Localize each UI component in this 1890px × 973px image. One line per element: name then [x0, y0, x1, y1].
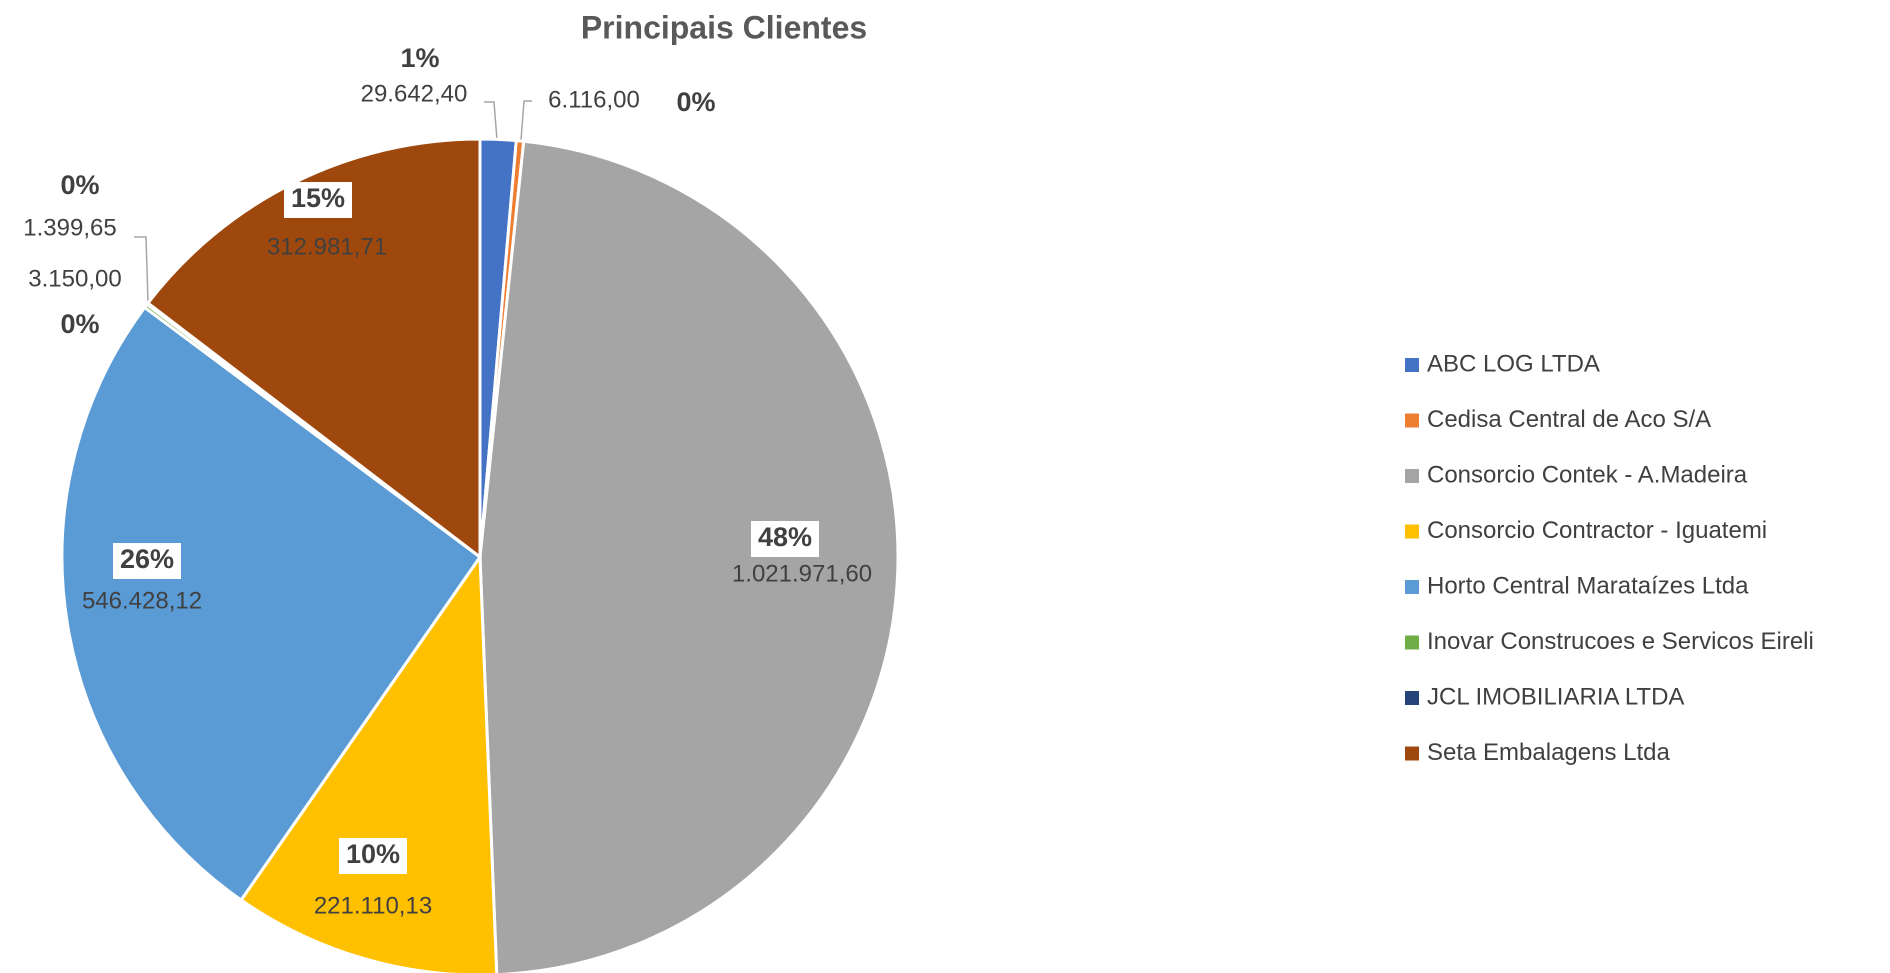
- legend-label: Consorcio Contek - A.Madeira: [1427, 461, 1748, 488]
- value-label: 1.021.971,60: [732, 560, 872, 587]
- legend-swatch: [1405, 413, 1419, 428]
- label-box: [284, 182, 352, 218]
- legend-swatch: [1405, 580, 1419, 594]
- legend-swatch: [1405, 358, 1419, 372]
- label-box: [113, 543, 181, 579]
- legend-swatch: [1405, 524, 1419, 539]
- pie-slice: [60, 305, 483, 903]
- percent-label: 0%: [60, 309, 99, 339]
- percent-label: 26%: [120, 544, 174, 574]
- legend-label: ABC LOG LTDA: [1427, 350, 1600, 377]
- chart-title: Principais Clientes: [581, 9, 867, 45]
- percent-label: 10%: [346, 839, 400, 869]
- label-box: [751, 521, 819, 557]
- legend-label: JCL IMOBILIARIA LTDA: [1427, 683, 1684, 710]
- legend-swatch: [1405, 635, 1419, 650]
- label-box: [339, 838, 407, 874]
- legend-label: Horto Central Marataízes Ltda: [1427, 572, 1749, 599]
- pie-slice: [478, 139, 900, 973]
- legend-swatch: [1405, 469, 1419, 483]
- value-label: 6.116,00: [548, 86, 640, 113]
- legend-label: Inovar Construcoes e Servicos Eireli: [1427, 628, 1814, 655]
- percent-label: 48%: [758, 522, 812, 552]
- legend-label: Cedisa Central de Aco S/A: [1427, 406, 1711, 433]
- value-label: 312.981,71: [267, 233, 387, 260]
- leader-line: [484, 101, 498, 141]
- value-label: 221.110,13: [314, 892, 432, 919]
- percent-label: 0%: [676, 87, 715, 117]
- value-label: 1.399,65: [23, 214, 116, 241]
- leader-line: [134, 236, 149, 303]
- slices: [60, 137, 900, 973]
- pie-slice: [239, 552, 499, 973]
- legend-label: Seta Embalagens Ltda: [1427, 739, 1670, 766]
- leader-lines: [134, 100, 532, 303]
- value-label: 3.150,00: [28, 265, 121, 292]
- percent-label: 1%: [400, 43, 439, 73]
- legend-swatch: [1405, 746, 1419, 761]
- value-label: 546.428,12: [82, 587, 202, 614]
- percent-label: 15%: [291, 183, 345, 213]
- legend-label: Consorcio Contractor - Iguatemi: [1427, 517, 1767, 544]
- legend-swatch: [1405, 691, 1419, 705]
- percent-label: 0%: [60, 170, 99, 200]
- leader-line: [520, 100, 532, 141]
- value-label: 29.642,40: [361, 80, 468, 107]
